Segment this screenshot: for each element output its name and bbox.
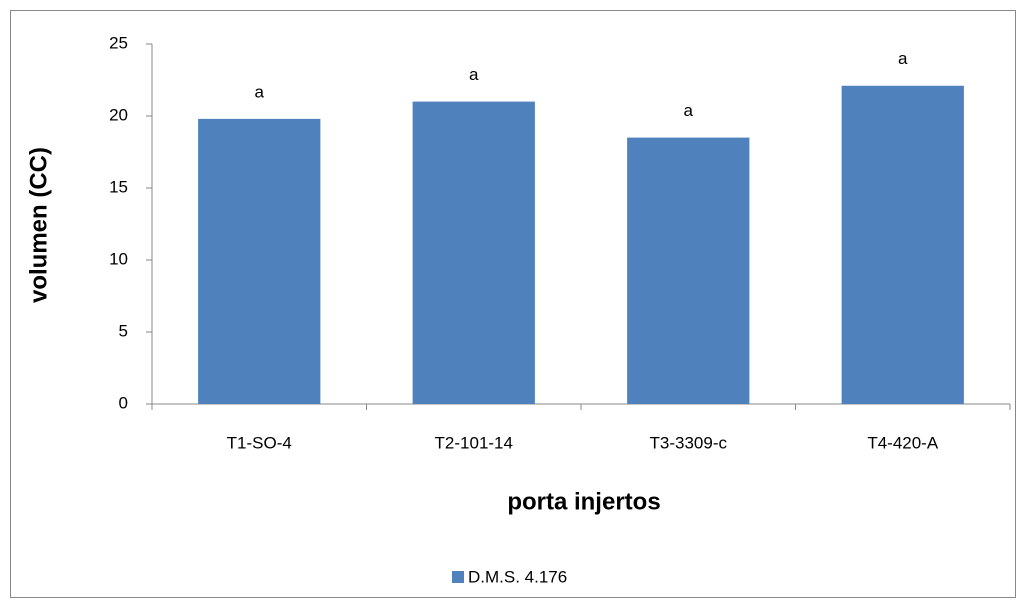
y-axis-title: volumen (CC) — [25, 147, 52, 303]
bar — [627, 137, 750, 404]
y-tick-label: 10 — [109, 249, 128, 268]
x-tick-label: T4-420-A — [867, 433, 939, 452]
legend-label: D.M.S. 4.176 — [468, 567, 567, 586]
annotation: a — [684, 101, 694, 120]
x-tick-label: T1-SO-4 — [227, 433, 292, 452]
bar — [198, 118, 321, 404]
y-tick-label: 5 — [119, 321, 128, 340]
x-tick-label: T2-101-14 — [435, 433, 513, 452]
y-tick-label: 15 — [109, 177, 128, 196]
bar — [412, 101, 535, 404]
annotation: a — [255, 82, 265, 101]
y-tick-label: 25 — [109, 33, 128, 52]
y-tick-label: 20 — [109, 105, 128, 124]
x-axis-title: porta injertos — [507, 488, 660, 515]
y-tick-label: 0 — [119, 393, 128, 412]
legend-swatch — [452, 571, 464, 583]
annotation: a — [898, 49, 908, 68]
bar — [841, 85, 964, 404]
annotation: a — [469, 65, 479, 84]
x-tick-label: T3-3309-c — [650, 433, 728, 452]
